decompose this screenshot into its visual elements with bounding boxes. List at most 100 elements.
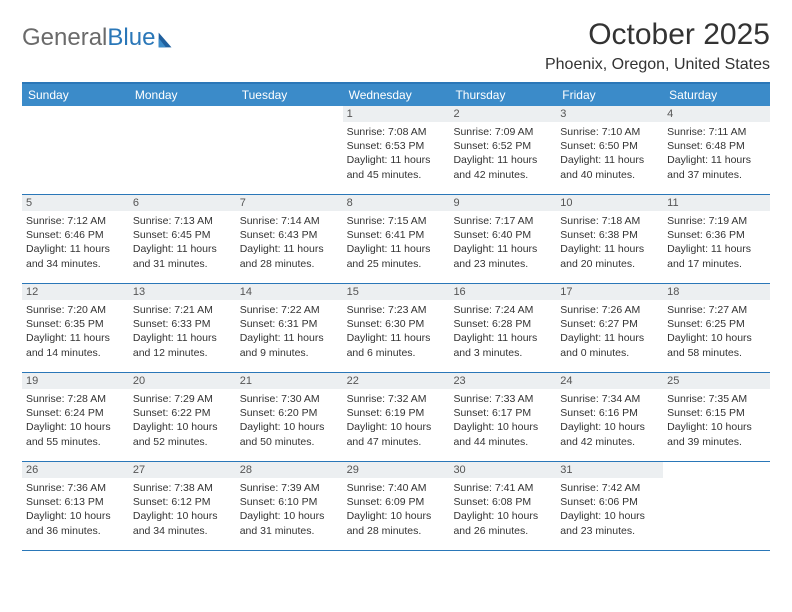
weeks-container: 1Sunrise: 7:08 AMSunset: 6:53 PMDaylight… [22,106,770,551]
day-cell: 1Sunrise: 7:08 AMSunset: 6:53 PMDaylight… [343,106,450,194]
sunrise-line: Sunrise: 7:09 AM [453,125,552,139]
daylight-line-1: Daylight: 10 hours [133,420,232,434]
sunset-line: Sunset: 6:16 PM [560,406,659,420]
day-cell: 17Sunrise: 7:26 AMSunset: 6:27 PMDayligh… [556,284,663,372]
daylight-line-2: and 14 minutes. [26,346,125,360]
sunset-line: Sunset: 6:17 PM [453,406,552,420]
week-row: 5Sunrise: 7:12 AMSunset: 6:46 PMDaylight… [22,195,770,284]
daylight-line-2: and 20 minutes. [560,257,659,271]
sunset-line: Sunset: 6:25 PM [667,317,766,331]
day-cell: 4Sunrise: 7:11 AMSunset: 6:48 PMDaylight… [663,106,770,194]
sunset-line: Sunset: 6:19 PM [347,406,446,420]
day-number: 2 [449,106,556,122]
sunset-line: Sunset: 6:27 PM [560,317,659,331]
sunset-line: Sunset: 6:12 PM [133,495,232,509]
week-row: 12Sunrise: 7:20 AMSunset: 6:35 PMDayligh… [22,284,770,373]
daylight-line-1: Daylight: 10 hours [133,509,232,523]
week-row: 19Sunrise: 7:28 AMSunset: 6:24 PMDayligh… [22,373,770,462]
day-cell: 22Sunrise: 7:32 AMSunset: 6:19 PMDayligh… [343,373,450,461]
daylight-line-2: and 34 minutes. [133,524,232,538]
daylight-line-2: and 52 minutes. [133,435,232,449]
day-cell: 30Sunrise: 7:41 AMSunset: 6:08 PMDayligh… [449,462,556,550]
day-number: 13 [129,284,236,300]
daylight-line-1: Daylight: 10 hours [26,420,125,434]
sunset-line: Sunset: 6:30 PM [347,317,446,331]
day-number: 31 [556,462,663,478]
daylight-line-1: Daylight: 11 hours [667,242,766,256]
sunset-line: Sunset: 6:40 PM [453,228,552,242]
daylight-line-1: Daylight: 11 hours [133,331,232,345]
day-number: 1 [343,106,450,122]
day-number: 14 [236,284,343,300]
sunrise-line: Sunrise: 7:34 AM [560,392,659,406]
day-cell: 11Sunrise: 7:19 AMSunset: 6:36 PMDayligh… [663,195,770,283]
page-title: October 2025 [545,18,770,52]
day-number: 5 [22,195,129,211]
day-headers-row: SundayMondayTuesdayWednesdayThursdayFrid… [22,84,770,106]
daylight-line-2: and 47 minutes. [347,435,446,449]
day-cell: 18Sunrise: 7:27 AMSunset: 6:25 PMDayligh… [663,284,770,372]
week-row: 1Sunrise: 7:08 AMSunset: 6:53 PMDaylight… [22,106,770,195]
sunrise-line: Sunrise: 7:35 AM [667,392,766,406]
day-number: 9 [449,195,556,211]
day-header: Sunday [22,84,129,106]
sunrise-line: Sunrise: 7:12 AM [26,214,125,228]
day-cell: 26Sunrise: 7:36 AMSunset: 6:13 PMDayligh… [22,462,129,550]
sunset-line: Sunset: 6:31 PM [240,317,339,331]
day-cell [22,106,129,194]
day-number: 15 [343,284,450,300]
sunrise-line: Sunrise: 7:29 AM [133,392,232,406]
sunset-line: Sunset: 6:10 PM [240,495,339,509]
daylight-line-1: Daylight: 11 hours [347,153,446,167]
day-header: Saturday [663,84,770,106]
day-cell: 31Sunrise: 7:42 AMSunset: 6:06 PMDayligh… [556,462,663,550]
sunrise-line: Sunrise: 7:23 AM [347,303,446,317]
sunrise-line: Sunrise: 7:14 AM [240,214,339,228]
sunrise-line: Sunrise: 7:26 AM [560,303,659,317]
sunrise-line: Sunrise: 7:22 AM [240,303,339,317]
day-cell: 29Sunrise: 7:40 AMSunset: 6:09 PMDayligh… [343,462,450,550]
day-number: 22 [343,373,450,389]
day-number: 7 [236,195,343,211]
daylight-line-2: and 3 minutes. [453,346,552,360]
daylight-line-1: Daylight: 10 hours [560,509,659,523]
day-header: Tuesday [236,84,343,106]
daylight-line-1: Daylight: 10 hours [26,509,125,523]
day-cell: 14Sunrise: 7:22 AMSunset: 6:31 PMDayligh… [236,284,343,372]
daylight-line-2: and 45 minutes. [347,168,446,182]
day-number: 24 [556,373,663,389]
day-cell: 13 Sunrise: 7:21 AMSunset: 6:33 PMDayligh… [129,284,236,372]
sunrise-line: Sunrise: 7:11 AM [667,125,766,139]
daylight-line-1: Daylight: 10 hours [560,420,659,434]
daylight-line-1: Daylight: 11 hours [667,153,766,167]
sunrise-line: Sunrise: 7:17 AM [453,214,552,228]
day-number: 16 [449,284,556,300]
sunrise-line: Sunrise: 7:13 AM [133,214,232,228]
sunrise-line: Sunrise: 7:30 AM [240,392,339,406]
sunrise-line: Sunrise: 7:24 AM [453,303,552,317]
day-number: 3 [556,106,663,122]
sunset-line: Sunset: 6:33 PM [133,317,232,331]
day-number: 30 [449,462,556,478]
sunrise-line: Sunrise: 7:21 AM [133,303,232,317]
day-cell: 15Sunrise: 7:23 AMSunset: 6:30 PMDayligh… [343,284,450,372]
sunset-line: Sunset: 6:08 PM [453,495,552,509]
day-cell: 2Sunrise: 7:09 AMSunset: 6:52 PMDaylight… [449,106,556,194]
day-cell: 5Sunrise: 7:12 AMSunset: 6:46 PMDaylight… [22,195,129,283]
day-cell: 3Sunrise: 7:10 AMSunset: 6:50 PMDaylight… [556,106,663,194]
sunset-line: Sunset: 6:52 PM [453,139,552,153]
sunrise-line: Sunrise: 7:15 AM [347,214,446,228]
sunrise-line: Sunrise: 7:27 AM [667,303,766,317]
daylight-line-1: Daylight: 11 hours [560,242,659,256]
calendar: SundayMondayTuesdayWednesdayThursdayFrid… [22,82,770,551]
daylight-line-2: and 42 minutes. [453,168,552,182]
sunset-line: Sunset: 6:15 PM [667,406,766,420]
day-number: 27 [129,462,236,478]
daylight-line-2: and 36 minutes. [26,524,125,538]
daylight-line-2: and 26 minutes. [453,524,552,538]
daylight-line-1: Daylight: 10 hours [347,509,446,523]
sunset-line: Sunset: 6:45 PM [133,228,232,242]
logo-word-2: Blue [107,24,155,51]
daylight-line-1: Daylight: 11 hours [240,242,339,256]
logo-text: GeneralBlue [22,24,155,52]
